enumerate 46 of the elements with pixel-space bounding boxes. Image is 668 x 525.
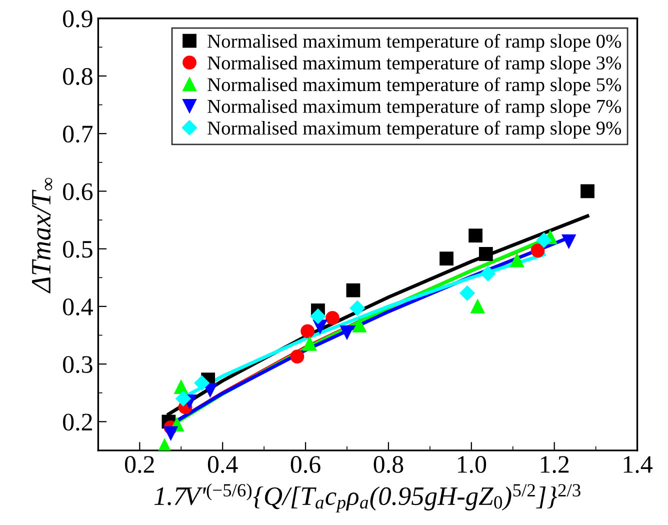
point	[340, 325, 354, 340]
x-tick-label: 1.4	[624, 456, 653, 474]
point	[480, 266, 496, 282]
point	[352, 318, 366, 332]
point	[468, 228, 482, 243]
point	[194, 375, 210, 391]
x-tick-label: 0.2	[124, 456, 154, 474]
legend-label: Normalised maximum temperature of ramp slope 3%	[208, 56, 622, 74]
point	[300, 324, 315, 338]
point	[326, 311, 340, 325]
point	[346, 283, 360, 298]
point	[290, 350, 304, 364]
y-tick-label: 0.7	[63, 126, 93, 143]
y-tick-label: 0.2	[63, 414, 92, 431]
y-tick-label: 0.9	[63, 10, 92, 28]
y-axis-title: ΔTmax/T$_{∞}$	[32, 178, 52, 294]
point	[440, 252, 454, 266]
y-tick-label: 0.3	[63, 356, 92, 374]
y-tick-label: 0.8	[63, 68, 92, 86]
y-tick-label: 0.5	[63, 240, 92, 258]
y-tick-label: 0.6	[63, 183, 93, 200]
point	[510, 253, 524, 268]
legend-label: Normalised maximum temperature of ramp slope 5%	[208, 77, 622, 96]
point	[562, 234, 576, 248]
point	[470, 299, 485, 314]
x-tick-label: 0.6	[290, 456, 320, 474]
point	[478, 247, 493, 261]
legend-label: Normalised maximum temperature of ramp slope 7%	[208, 99, 622, 117]
point	[302, 336, 317, 351]
x-tick-label: 1.2	[540, 456, 569, 474]
point	[310, 308, 326, 324]
point	[536, 232, 552, 248]
x-tick-label: 0.4	[208, 456, 238, 474]
text: 1.7V'$^{(−5/6)}${Q/[T$_{a}$c$_{p}$ρ$_{a}$(0.95gH-gZ$_{0}$)$^{5/2}$]}$^{2/3}$	[154, 484, 580, 512]
legend-label: Normalised maximum temperature of ramp slope 9%	[208, 120, 622, 139]
point	[530, 244, 545, 258]
x-tick-label: 0.8	[374, 456, 404, 474]
point	[176, 391, 191, 406]
legend-label: Normalised maximum temperature of ramp slope 0%	[208, 34, 622, 52]
y-tick-label: 0.4	[63, 298, 93, 316]
point	[580, 184, 594, 198]
point	[350, 300, 365, 316]
x-tick-label: 1.0	[458, 456, 486, 474]
point	[460, 286, 475, 301]
point	[174, 380, 188, 394]
point	[164, 426, 178, 440]
